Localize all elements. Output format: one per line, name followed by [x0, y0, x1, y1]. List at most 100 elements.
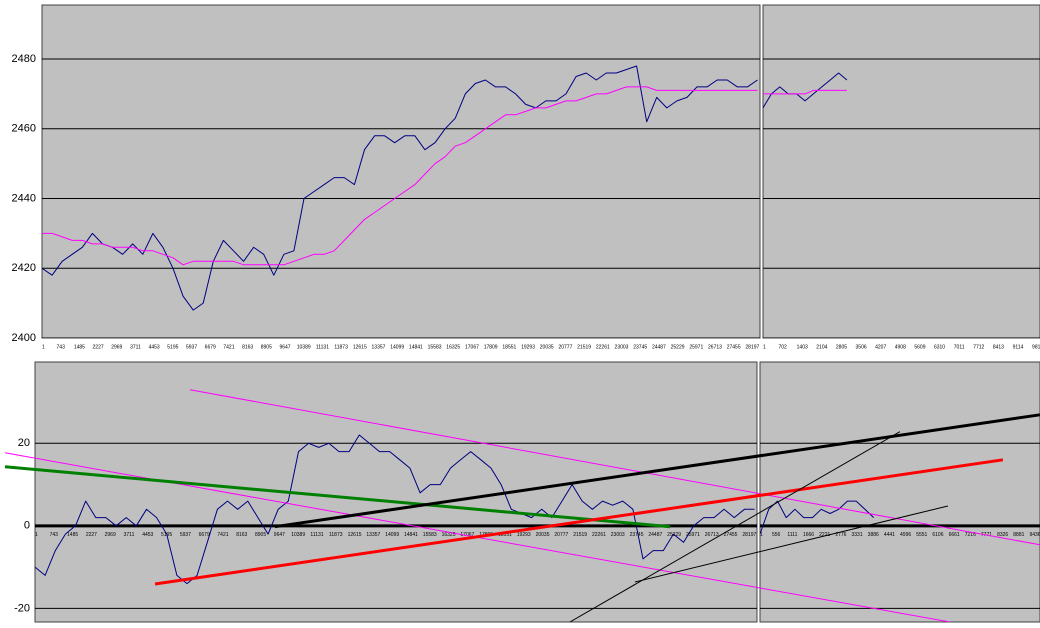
x-tick-label: 1	[763, 344, 766, 350]
x-tick-label: 1485	[74, 344, 85, 350]
x-tick-label: 25971	[689, 344, 703, 350]
y-tick-label: -20	[14, 602, 30, 614]
x-tick-label: 16325	[446, 344, 460, 350]
x-tick-label: 24487	[652, 344, 666, 350]
x-tick-label: 22261	[596, 344, 610, 350]
x-tick-label: 25971	[686, 532, 700, 538]
x-tick-label: 743	[50, 532, 59, 538]
x-tick-label: 11873	[329, 532, 343, 538]
x-tick-label: 23745	[633, 344, 647, 350]
x-tick-label: 23003	[615, 344, 629, 350]
x-tick-label: 702	[778, 344, 787, 350]
x-tick-label: 8905	[255, 532, 266, 538]
x-tick-label: 9815	[1032, 344, 1040, 350]
x-tick-label: 26713	[708, 344, 722, 350]
data-line	[42, 86, 758, 266]
x-tick-label: 20777	[558, 344, 572, 350]
x-tick-label: 20035	[536, 532, 550, 538]
x-tick-label: 24487	[648, 532, 662, 538]
x-tick-label: 13357	[372, 344, 386, 350]
x-tick-label: 5551	[916, 532, 927, 538]
y-tick-label: 2400	[12, 332, 36, 344]
x-tick-label: 2969	[111, 344, 122, 350]
y-tick-label: 2420	[12, 262, 36, 274]
y-tick-label: 2460	[12, 123, 36, 135]
plot-area	[34, 361, 758, 623]
x-tick-label: 27455	[727, 344, 741, 350]
x-tick-label: 27455	[724, 532, 738, 538]
plot-area	[762, 4, 1040, 339]
x-tick-label: 6679	[205, 344, 216, 350]
data-line	[760, 500, 875, 535]
x-tick-label: 18551	[502, 344, 516, 350]
x-tick-label: 3886	[868, 532, 879, 538]
x-tick-label: 11131	[310, 532, 323, 538]
x-tick-label: 5195	[161, 532, 172, 538]
x-tick-label: 11873	[334, 344, 348, 350]
x-tick-label: 7712	[973, 344, 984, 350]
x-tick-label: 4996	[900, 532, 911, 538]
x-tick-label: 6661	[949, 532, 960, 538]
x-tick-label: 2104	[816, 344, 827, 350]
x-tick-label: 25229	[667, 532, 681, 538]
x-tick-label: 10389	[297, 344, 311, 350]
x-tick-label: 1	[35, 532, 38, 538]
x-tick-label: 4908	[895, 344, 906, 350]
x-tick-label: 9647	[274, 532, 285, 538]
x-tick-label: 9114	[1013, 344, 1024, 350]
x-tick-label: 17067	[465, 344, 479, 350]
x-tick-label: 26713	[705, 532, 719, 538]
x-tick-label: 23745	[630, 532, 644, 538]
x-tick-label: 7421	[223, 344, 234, 350]
x-tick-label: 14841	[404, 532, 418, 538]
x-tick-label: 21519	[573, 532, 587, 538]
x-tick-label: 20777	[554, 532, 568, 538]
x-tick-label: 4453	[142, 532, 153, 538]
x-tick-label: 12615	[353, 344, 367, 350]
x-tick-label: 8326	[997, 532, 1008, 538]
x-tick-label: 4441	[884, 532, 895, 538]
plot-layer	[42, 58, 760, 338]
trend-line	[569, 431, 901, 622]
plot-layer	[35, 434, 757, 609]
x-tick-label: 14099	[390, 344, 404, 350]
x-tick-label: 14099	[385, 532, 399, 538]
x-tick-label: 1	[42, 344, 45, 350]
x-tick-label: 19293	[517, 532, 531, 538]
x-tick-label: 10389	[291, 532, 305, 538]
trend-line	[4, 465, 671, 529]
x-tick-label: 2227	[86, 532, 97, 538]
x-tick-label: 5195	[167, 344, 178, 350]
x-tick-label: 2776	[835, 532, 846, 538]
plot-layer	[760, 442, 1040, 609]
x-tick-label: 8905	[261, 344, 272, 350]
plot-area	[41, 4, 761, 339]
data-line	[763, 89, 847, 95]
x-tick-label: 3711	[124, 532, 135, 538]
x-tick-label: 6679	[199, 532, 210, 538]
trend-line	[154, 458, 1004, 586]
x-tick-label: 8881	[1013, 532, 1024, 538]
x-tick-label: 23003	[611, 532, 625, 538]
x-tick-label: 15583	[428, 344, 442, 350]
x-tick-label: 1	[760, 532, 763, 538]
x-tick-label: 6310	[934, 344, 945, 350]
trend-line	[274, 413, 1040, 529]
x-tick-label: 1485	[67, 532, 78, 538]
y-tick-label: 2440	[12, 192, 36, 204]
x-tick-label: 8163	[236, 532, 247, 538]
x-tick-label: 9647	[279, 344, 290, 350]
x-tick-label: 4453	[149, 344, 160, 350]
x-tick-label: 2805	[836, 344, 847, 350]
x-tick-label: 7216	[965, 532, 976, 538]
y-tick-label: 20	[18, 437, 30, 449]
x-tick-label: 3711	[130, 344, 141, 350]
x-tick-label: 28197	[745, 344, 759, 350]
x-tick-label: 7421	[217, 532, 228, 538]
x-tick-label: 12615	[348, 532, 362, 538]
x-tick-label: 14841	[409, 344, 423, 350]
trend-line	[189, 389, 1040, 546]
x-tick-label: 6106	[932, 532, 943, 538]
y-tick-label: 2480	[12, 53, 36, 65]
